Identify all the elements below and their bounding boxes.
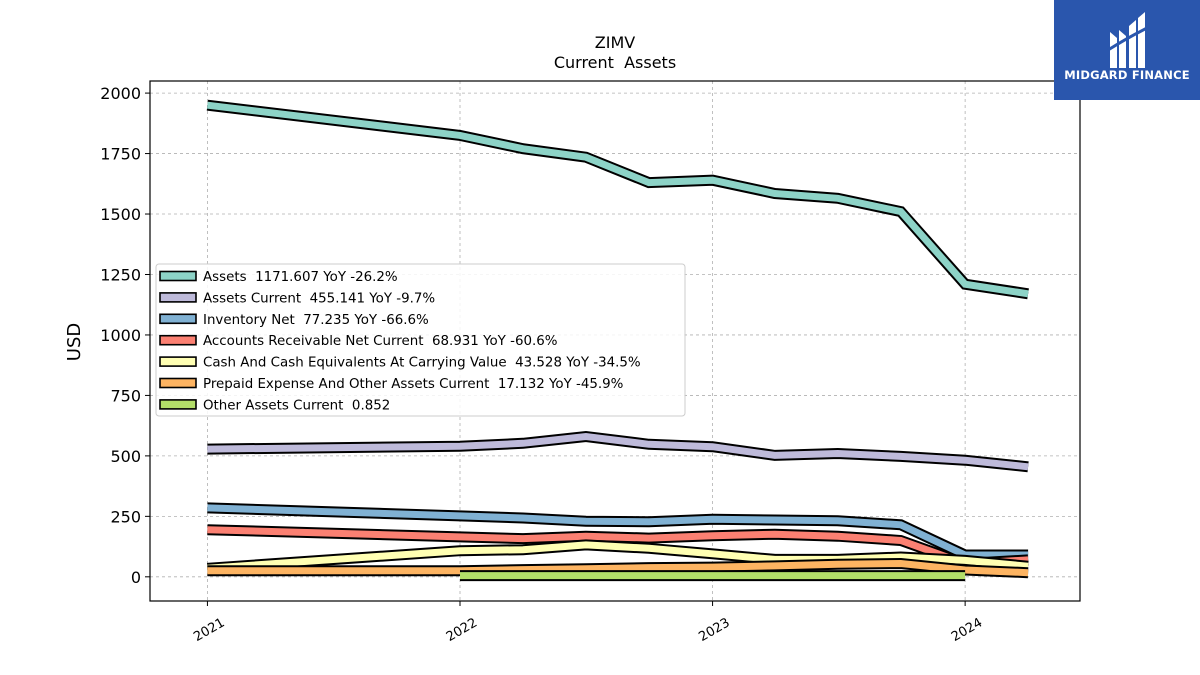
series-layer: [206, 99, 1029, 582]
chart-title: ZIMV: [595, 33, 635, 52]
y-tick-label: 1250: [100, 265, 141, 284]
series-line: [207, 559, 1029, 577]
legend-swatch: [159, 270, 197, 282]
legend-label: Assets 1171.607 YoY -26.2%: [203, 270, 398, 285]
legend-label: Cash And Cash Equivalents At Carrying Va…: [203, 356, 641, 371]
y-tick-label: 1750: [100, 145, 141, 164]
legend-swatch: [159, 292, 197, 303]
legend-box: [155, 263, 686, 417]
legend-label: Other Assets Current 0.852: [203, 398, 390, 413]
legend-label: Accounts Receivable Net Current 68.931 Y…: [203, 334, 557, 349]
legend-swatch: [159, 399, 197, 410]
legend-label: Inventory Net 77.235 YoY -66.6%: [203, 313, 429, 328]
legend-swatch: [159, 334, 197, 346]
brand-logo: MIDGARD FINANCE: [1054, 0, 1200, 100]
y-tick-label: 1000: [100, 326, 141, 345]
logo-text: MIDGARD FINANCE: [1064, 68, 1190, 82]
series-2: [207, 502, 1029, 561]
y-tick-label: 250: [110, 507, 141, 526]
series-1: [207, 430, 1029, 473]
series-5: [207, 557, 1029, 579]
legend: Assets 1171.607 YoY -26.2% Assets Current…: [155, 263, 686, 417]
series-line: [207, 526, 1029, 568]
series-3: [207, 524, 1029, 570]
plot-frame: [149, 80, 1081, 602]
legend-swatch: [159, 313, 197, 325]
x-axis-ticks: 2021 2022 2023 2024: [191, 601, 985, 645]
y-axis-ticks: 0 250 500 750 1000 1250 1500 1750 2000: [100, 84, 150, 587]
legend-swatch: [159, 356, 197, 367]
series-line: [207, 432, 1029, 471]
x-tick-label: 2023: [696, 615, 732, 645]
logo-mark-icon: [1107, 12, 1148, 68]
y-tick-label: 1500: [100, 205, 141, 224]
legend-label: Assets Current 455.141 YoY -9.7%: [203, 291, 435, 306]
series-4: [207, 539, 1029, 574]
series-line: [207, 504, 1029, 559]
series-line: [207, 541, 1029, 572]
x-tick-label: 2022: [444, 615, 480, 645]
legend-swatch: [159, 377, 197, 389]
x-tick-label: 2024: [949, 615, 985, 645]
legend-label: Prepaid Expense And Other Assets Current…: [203, 377, 623, 392]
series-0: [206, 99, 1029, 300]
y-tick-label: 500: [110, 447, 141, 466]
series-line: [206, 101, 1029, 298]
y-tick-label: 2000: [100, 84, 141, 103]
y-tick-label: 750: [110, 386, 141, 405]
y-axis-label: USD: [64, 323, 85, 361]
x-tick-label: 2021: [191, 615, 227, 645]
chart-subtitle: Current Assets: [554, 53, 676, 72]
y-tick-label: 0: [131, 568, 141, 587]
